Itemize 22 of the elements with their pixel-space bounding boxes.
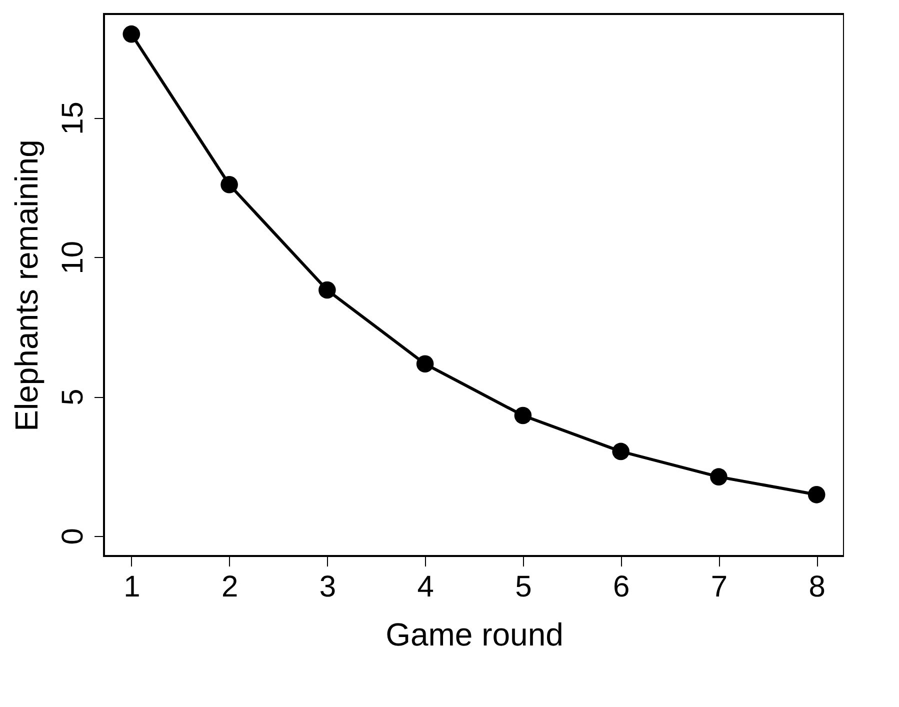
y-axis-title: Elephants remaining (8, 140, 44, 432)
point (612, 442, 630, 460)
x-tick-label: 1 (124, 570, 140, 604)
x-tick-label: 8 (808, 570, 826, 604)
point (514, 406, 532, 424)
y-tick-label: 15 (56, 102, 90, 135)
point (318, 281, 336, 299)
y-tick-label: 5 (56, 388, 90, 406)
x-tick-label: 3 (319, 570, 336, 604)
point (122, 25, 140, 43)
x-tick-label: 6 (612, 570, 630, 604)
x-tick-label: 2 (221, 570, 238, 604)
x-tick-label: 4 (417, 570, 434, 604)
x-tick-label: 7 (710, 570, 728, 604)
point (416, 355, 434, 373)
point (220, 176, 238, 194)
y-tick-label: 10 (56, 240, 90, 274)
x-tick-label: 5 (515, 570, 532, 604)
point (808, 486, 826, 504)
y-tick-label: 0 (56, 528, 90, 545)
point (710, 468, 728, 486)
x-axis-title: Game round (386, 616, 564, 652)
